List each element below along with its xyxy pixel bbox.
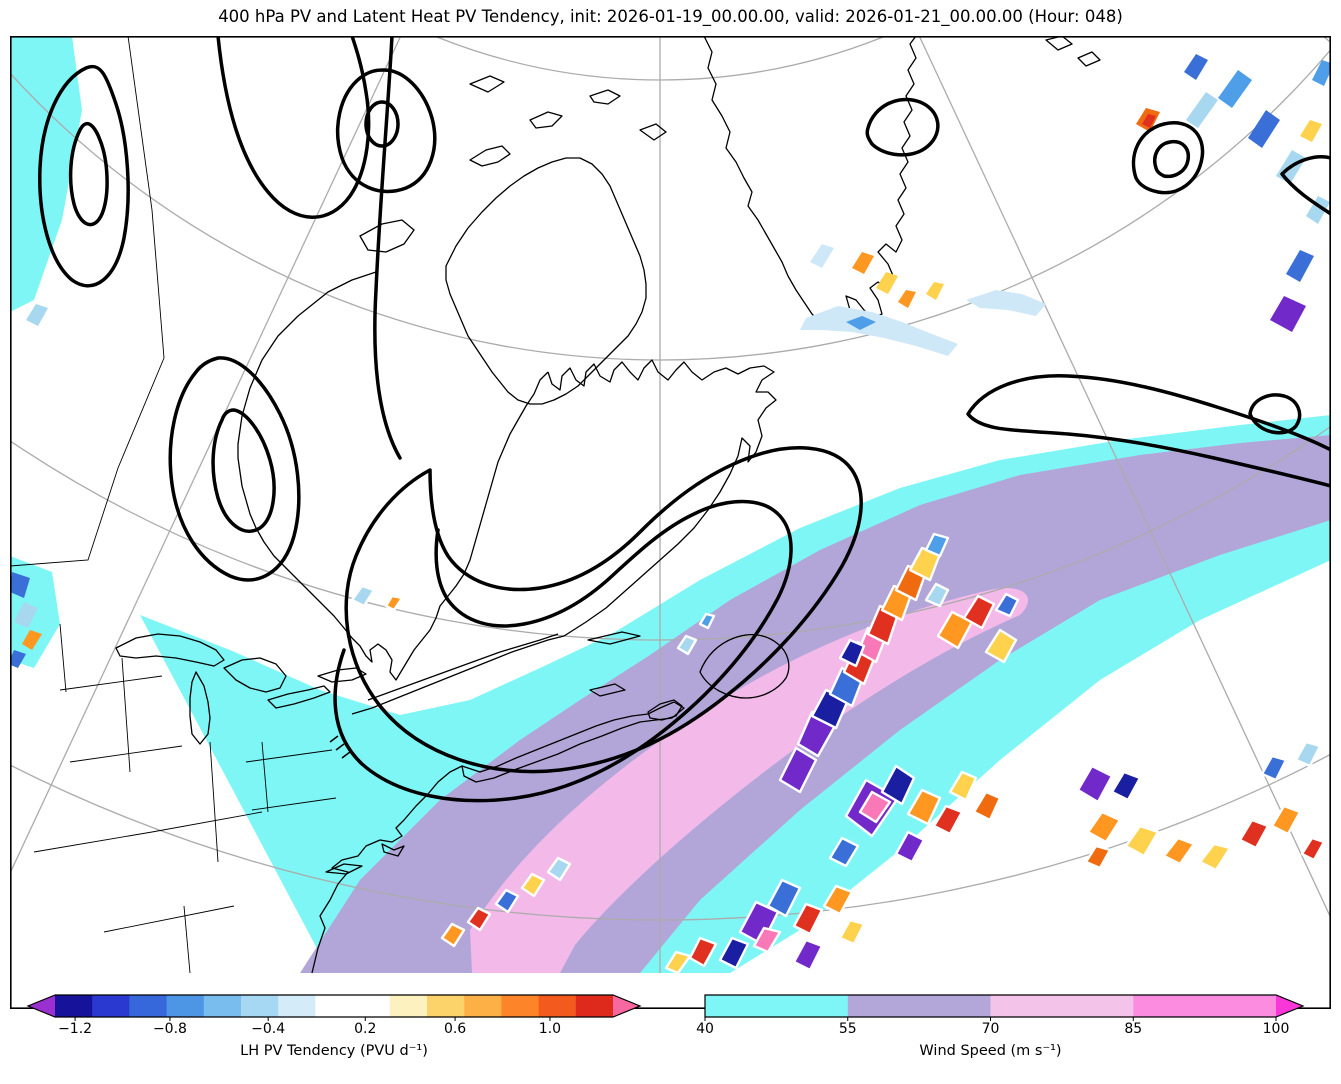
st-lawrence-north-shore <box>367 633 559 701</box>
newfoundland <box>699 633 790 699</box>
lake-superior <box>115 633 225 667</box>
nova-scotia <box>461 701 685 783</box>
baffin-island <box>445 157 647 405</box>
long-island <box>325 863 363 875</box>
labrador-coast <box>547 359 777 637</box>
map-frame <box>10 36 1331 1009</box>
arctic-island <box>589 89 621 105</box>
colorbar-tick-label: 70 <box>981 1021 1000 1037</box>
colorbar-tick-label: 55 <box>838 1021 857 1037</box>
wind-speed-colorbar-label: Wind Speed (m s⁻¹) <box>919 1043 1062 1059</box>
hudson-bay <box>237 271 549 681</box>
state-boundaries <box>10 36 337 974</box>
chart-title: 400 hPa PV and Latent Heat PV Tendency, … <box>218 7 1123 26</box>
lake-erie <box>267 685 331 709</box>
lake-michigan <box>189 671 211 745</box>
wind-band-40-55-nw-lobe <box>10 36 82 312</box>
colorbar-tick-label: 1.0 <box>538 1021 562 1037</box>
wind-speed-shading <box>10 36 1331 973</box>
anticosti-island <box>587 631 641 645</box>
lake-huron <box>223 657 287 693</box>
arctic-island <box>469 145 511 167</box>
colorbar-tick-label: −0.8 <box>152 1021 187 1037</box>
colorbar-tick-label: 0.2 <box>354 1021 377 1037</box>
map-marks <box>329 735 351 759</box>
st-lawrence-south-shore <box>351 635 565 715</box>
colorbar-tick-label: 40 <box>696 1021 714 1037</box>
arctic-island <box>529 111 563 129</box>
us-east-coast <box>311 765 463 974</box>
colorbar-tick-label: −0.4 <box>251 1021 286 1037</box>
cape-cod <box>381 843 405 857</box>
small-island <box>1077 51 1101 67</box>
colorbar-tick-label: 85 <box>1124 1021 1143 1037</box>
colorbar-tick-label: −1.2 <box>58 1021 93 1037</box>
colorbar-tick-label: 0.6 <box>443 1021 467 1037</box>
arctic-island <box>639 123 667 141</box>
colorbar-tick-label: 100 <box>1262 1021 1290 1037</box>
cape-breton <box>647 699 683 721</box>
lh-pv-tendency-colorbar-label: LH PV Tendency (PVU d⁻¹) <box>240 1043 428 1059</box>
lh-pv-tendency-colorbar: −1.2 −0.8 −0.4 0.2 0.6 1.0 <box>26 994 642 1047</box>
wind-band-70-85 <box>470 587 1029 973</box>
southampton-island <box>359 219 415 253</box>
graticule <box>10 36 1331 973</box>
wind-speed-colorbar: 40 55 70 85 100 <box>696 994 1305 1047</box>
lh-pv-tendency-patches <box>10 54 1331 975</box>
prince-edward-island <box>589 683 626 697</box>
arctic-island <box>469 75 505 93</box>
pv-contours <box>38 36 1331 803</box>
weather-map <box>10 36 1331 1009</box>
